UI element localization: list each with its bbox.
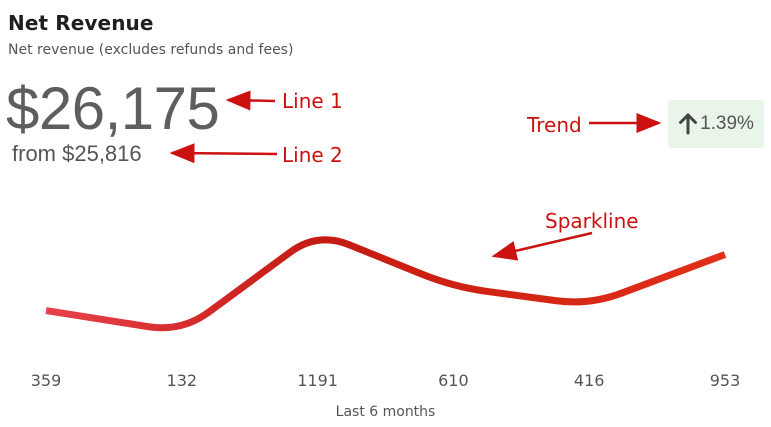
sparkline-series xyxy=(45,236,727,332)
annotation-line2: Line 2 xyxy=(282,143,343,167)
annotation-trend: Trend xyxy=(527,113,582,137)
x-tick-label: 359 xyxy=(30,371,62,390)
x-tick-label: 953 xyxy=(709,371,741,390)
x-tick-label: 416 xyxy=(573,371,605,390)
kpi-value: $26,175 xyxy=(6,75,220,142)
trend-value: 1.39% xyxy=(700,113,754,134)
x-tick-label: 610 xyxy=(438,371,469,390)
annotation-sparkline: Sparkline xyxy=(545,209,639,233)
annotation-arrow-line1 xyxy=(225,90,276,111)
annotation-arrow-line2 xyxy=(169,143,278,164)
trend-badge: 1.39% xyxy=(668,100,764,148)
kpi-comparison: from $25,816 xyxy=(12,141,142,166)
arrow-up-icon xyxy=(678,113,698,135)
period-label: Last 6 months xyxy=(335,404,436,420)
annotation-arrow-sparkline xyxy=(491,231,593,261)
card-subtitle: Net revenue (excludes refunds and fees) xyxy=(8,42,294,58)
x-tick-label: 1191 xyxy=(297,371,338,390)
card-title: Net Revenue xyxy=(8,11,154,35)
annotation-line1: Line 1 xyxy=(282,89,343,113)
x-tick-label: 132 xyxy=(166,371,198,390)
